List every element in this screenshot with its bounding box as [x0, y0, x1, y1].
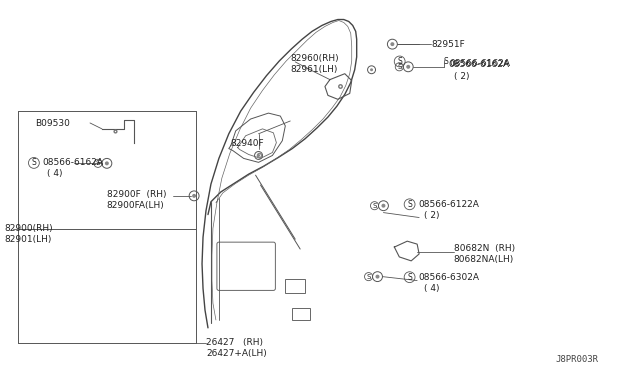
Text: 26427   (RH): 26427 (RH) — [206, 338, 263, 347]
Text: ( 2): ( 2) — [454, 72, 469, 81]
Text: ( 4): ( 4) — [47, 169, 63, 178]
Text: 82940F: 82940F — [231, 139, 264, 148]
Text: 26427+A(LH): 26427+A(LH) — [206, 349, 267, 357]
Text: 82900F  (RH): 82900F (RH) — [107, 190, 166, 199]
Text: 82901(LH): 82901(LH) — [4, 235, 52, 244]
Text: 08566-6302A: 08566-6302A — [418, 273, 479, 282]
Text: S: S — [407, 273, 412, 282]
Text: S: S — [372, 203, 377, 209]
Text: 82900(RH): 82900(RH) — [4, 224, 53, 233]
Text: S: S — [31, 158, 36, 167]
Text: S: S — [407, 200, 412, 209]
Text: 08566-6162A: 08566-6162A — [450, 60, 511, 68]
Text: 82961(LH): 82961(LH) — [291, 65, 338, 74]
Circle shape — [257, 154, 260, 157]
Text: S: S — [366, 274, 371, 280]
Text: 82960(RH): 82960(RH) — [291, 54, 339, 63]
Text: 08566-6162A: 08566-6162A — [448, 60, 509, 69]
Text: 80682N  (RH): 80682N (RH) — [454, 244, 515, 253]
Circle shape — [376, 275, 380, 279]
Text: S: S — [397, 57, 402, 66]
Text: S: S — [96, 160, 100, 166]
Text: S: S — [397, 64, 401, 70]
Text: 80682NA(LH): 80682NA(LH) — [454, 255, 514, 264]
Text: 08566-6122A: 08566-6122A — [418, 200, 479, 209]
Text: J8PR003R: J8PR003R — [556, 355, 599, 365]
Text: 82951F: 82951F — [431, 40, 465, 49]
Circle shape — [192, 194, 196, 198]
Bar — [292, 308, 310, 320]
Text: S: S — [444, 57, 449, 66]
Text: 82900FA(LH): 82900FA(LH) — [107, 201, 164, 210]
Circle shape — [390, 42, 394, 46]
Bar — [285, 279, 305, 294]
Text: 08566-6162A: 08566-6162A — [42, 158, 104, 167]
Circle shape — [406, 65, 410, 69]
Text: ( 2): ( 2) — [424, 211, 440, 219]
Text: B09530: B09530 — [35, 119, 70, 128]
Circle shape — [105, 161, 109, 165]
Text: ( 4): ( 4) — [424, 283, 440, 292]
Circle shape — [370, 68, 373, 71]
Circle shape — [381, 204, 385, 208]
